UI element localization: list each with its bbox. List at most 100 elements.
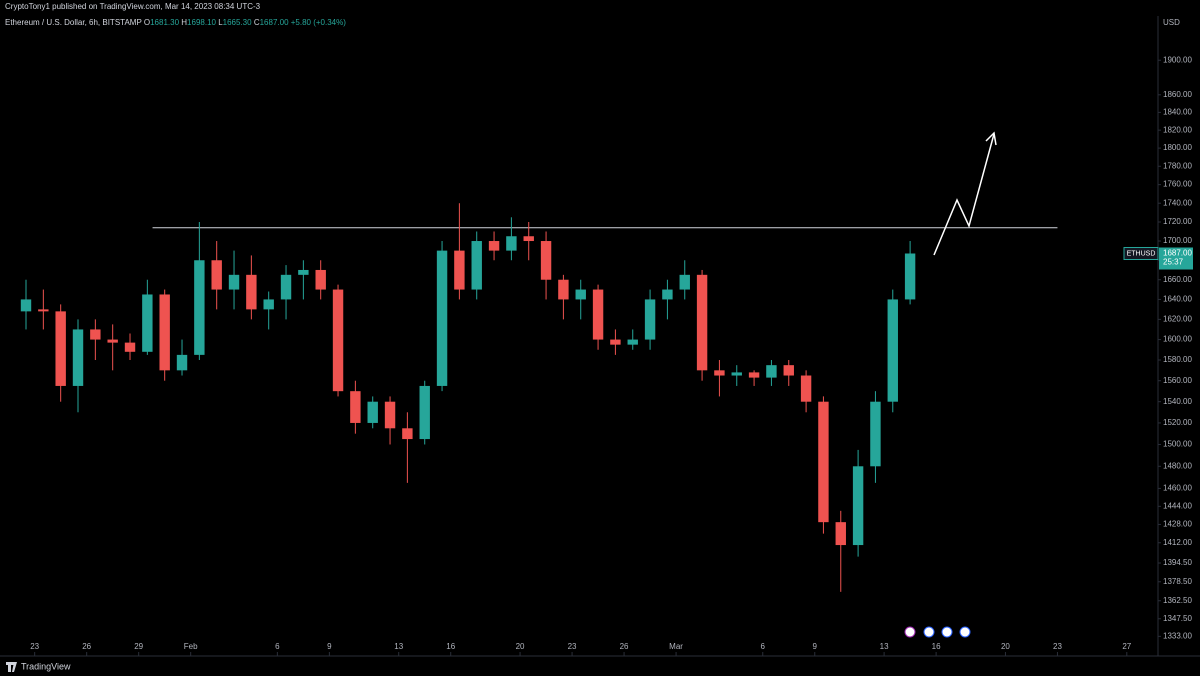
y-tick-label: 1500.00 xyxy=(1163,440,1192,449)
x-tick-label: 6 xyxy=(275,642,280,651)
candle xyxy=(558,274,569,320)
candle-body xyxy=(558,279,569,300)
candle-body xyxy=(436,250,448,386)
candle-body xyxy=(644,299,656,340)
symbol-legend: Ethereum / U.S. Dollar, 6h, BITSTAMP O16… xyxy=(5,18,346,27)
candle xyxy=(540,231,552,300)
candle xyxy=(714,360,725,397)
y-tick-label: 1540.00 xyxy=(1163,397,1192,406)
candle-body xyxy=(696,274,708,371)
x-tick-label: 26 xyxy=(82,642,91,651)
candle xyxy=(731,365,742,386)
candle-body xyxy=(506,236,517,251)
candle xyxy=(454,203,465,300)
y-tick-label: 1580.00 xyxy=(1163,355,1192,364)
ohlc-value: 1698.10 xyxy=(187,18,216,27)
candle xyxy=(766,360,777,386)
candle xyxy=(350,380,361,434)
candle-body xyxy=(870,401,881,467)
candle-body xyxy=(662,289,673,300)
y-tick-label: 1412.00 xyxy=(1163,538,1192,547)
candle-body xyxy=(488,241,500,251)
candle xyxy=(20,279,32,330)
candle-body xyxy=(783,365,794,376)
candle-body xyxy=(904,253,916,300)
candle xyxy=(592,284,604,350)
y-tick-label: 1600.00 xyxy=(1163,335,1192,344)
x-tick-label: 23 xyxy=(30,642,39,651)
candle-body xyxy=(523,236,534,242)
candle xyxy=(835,510,846,592)
x-tick-label: 13 xyxy=(880,642,889,651)
x-tick-label: 13 xyxy=(394,642,403,651)
candle xyxy=(246,255,257,320)
published-line: CryptoTony1 published on TradingView.com… xyxy=(5,2,261,11)
ohlc-value: 1665.30 xyxy=(223,18,252,27)
symbol-name: Ethereum / U.S. Dollar, 6h, BITSTAMP xyxy=(5,18,142,27)
symbol-legend-text: Ethereum / U.S. Dollar, 6h, BITSTAMP O16… xyxy=(5,18,346,27)
candle xyxy=(627,329,638,350)
countdown-text: 25:37 xyxy=(1163,258,1184,267)
x-tick-label: 16 xyxy=(932,642,941,651)
candle-body xyxy=(714,370,725,376)
candle xyxy=(194,222,205,361)
candle-body xyxy=(90,329,101,340)
y-tick-label: 1460.00 xyxy=(1163,484,1192,493)
y-tick-label: 1520.00 xyxy=(1163,418,1192,427)
candle xyxy=(315,260,326,300)
x-tick-label: 6 xyxy=(761,642,766,651)
y-tick-label: 1860.00 xyxy=(1163,90,1192,99)
x-tick-label: 20 xyxy=(516,642,525,651)
candle-body xyxy=(246,274,257,310)
candle xyxy=(679,260,690,300)
x-tick-label: 26 xyxy=(620,642,629,651)
candle xyxy=(211,241,222,310)
ohlc-value: 1681.30 xyxy=(150,18,179,27)
ohlc-value: 1687.00 xyxy=(260,18,289,27)
candle xyxy=(488,231,500,261)
y-tick-label: 1480.00 xyxy=(1163,461,1192,470)
candle xyxy=(107,324,118,371)
candle xyxy=(402,412,413,483)
candle xyxy=(783,360,794,386)
candle xyxy=(72,319,84,413)
candle xyxy=(870,391,881,483)
candle xyxy=(159,289,170,381)
x-tick-label: 23 xyxy=(1053,642,1062,651)
x-tick-label: 16 xyxy=(446,642,455,651)
candle xyxy=(696,269,708,381)
candle xyxy=(818,396,829,534)
candle xyxy=(367,396,378,429)
candle-body xyxy=(124,342,136,352)
y-tick-label: 1347.50 xyxy=(1163,614,1192,623)
candle-body xyxy=(142,294,153,352)
y-tick-label: 1333.00 xyxy=(1163,631,1192,640)
y-tick-label: 1428.00 xyxy=(1163,520,1192,529)
candle-body xyxy=(454,250,465,290)
candle xyxy=(662,279,673,320)
plot-area xyxy=(20,203,1058,592)
y-tick-label: 1900.00 xyxy=(1163,55,1192,64)
candle-body xyxy=(402,428,413,440)
candle-body xyxy=(176,354,188,371)
y-tick-label: 1700.00 xyxy=(1163,236,1192,245)
candle-body xyxy=(384,401,396,429)
x-tick-label: 23 xyxy=(568,642,577,651)
candle-body xyxy=(263,299,274,310)
candle-body xyxy=(332,289,344,392)
candle-body xyxy=(228,274,240,290)
candle xyxy=(610,329,621,355)
symbol-tag xyxy=(1123,246,1159,260)
brand-name: TradingView xyxy=(21,661,71,671)
y-tick-label: 1720.00 xyxy=(1163,217,1192,226)
candle xyxy=(419,380,430,445)
candle-body xyxy=(280,274,292,300)
candle xyxy=(124,333,136,361)
projection-arrow xyxy=(933,133,995,256)
candle-body xyxy=(887,299,898,402)
ohlc-key: O xyxy=(144,18,150,27)
candle-body xyxy=(107,339,118,343)
ohlc-key: L xyxy=(218,18,223,27)
candle xyxy=(263,291,274,330)
